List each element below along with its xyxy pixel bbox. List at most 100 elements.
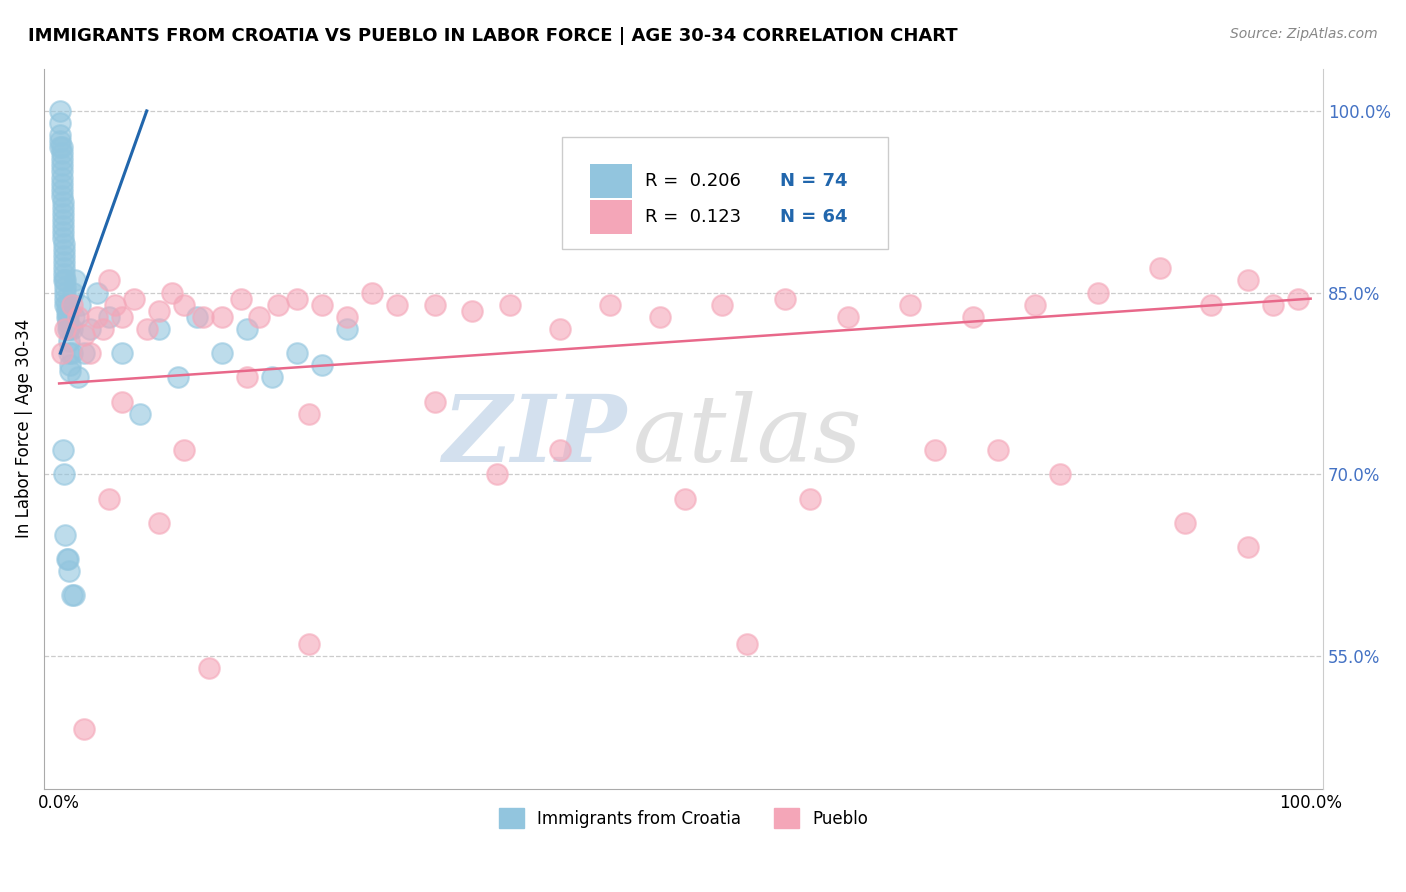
Pueblo — [173, 298, 195, 312]
Immigrants from Croatia — [51, 164, 73, 178]
Immigrants from Croatia — [49, 116, 72, 130]
Immigrants from Croatia — [62, 285, 84, 300]
Immigrants from Croatia — [52, 194, 75, 209]
Pueblo — [599, 298, 621, 312]
Bar — [591, 200, 633, 235]
Pueblo — [924, 443, 946, 458]
Immigrants from Croatia — [111, 346, 134, 360]
Pueblo — [122, 292, 145, 306]
Pueblo — [111, 394, 134, 409]
Text: ZIP: ZIP — [441, 391, 626, 481]
Immigrants from Croatia — [55, 552, 77, 566]
Immigrants from Croatia — [55, 285, 77, 300]
Pueblo — [336, 310, 359, 324]
Immigrants from Croatia — [63, 310, 86, 324]
Pueblo — [98, 273, 121, 287]
Immigrants from Croatia — [53, 244, 76, 258]
Pueblo — [91, 322, 114, 336]
Immigrants from Croatia — [56, 552, 79, 566]
Immigrants from Croatia — [55, 292, 77, 306]
Pueblo — [148, 303, 170, 318]
Immigrants from Croatia — [53, 249, 76, 263]
Immigrants from Croatia — [52, 443, 75, 458]
Pueblo — [423, 394, 446, 409]
Immigrants from Croatia — [49, 128, 72, 143]
Pueblo — [66, 310, 89, 324]
Pueblo — [160, 285, 183, 300]
Immigrants from Croatia — [186, 310, 208, 324]
Pueblo — [148, 516, 170, 530]
Immigrants from Croatia — [79, 322, 101, 336]
Pueblo — [385, 298, 408, 312]
Pueblo — [987, 443, 1010, 458]
Text: R =  0.206: R = 0.206 — [645, 172, 741, 190]
Immigrants from Croatia — [59, 359, 82, 373]
Immigrants from Croatia — [53, 255, 76, 269]
Pueblo — [799, 491, 821, 506]
Immigrants from Croatia — [69, 298, 91, 312]
Immigrants from Croatia — [285, 346, 308, 360]
Immigrants from Croatia — [98, 310, 121, 324]
Immigrants from Croatia — [211, 346, 233, 360]
Immigrants from Croatia — [51, 170, 73, 185]
Immigrants from Croatia — [53, 273, 76, 287]
Immigrants from Croatia — [51, 146, 73, 161]
Immigrants from Croatia — [49, 134, 72, 148]
Text: IMMIGRANTS FROM CROATIA VS PUEBLO IN LABOR FORCE | AGE 30-34 CORRELATION CHART: IMMIGRANTS FROM CROATIA VS PUEBLO IN LAB… — [28, 27, 957, 45]
Immigrants from Croatia — [52, 225, 75, 239]
Pueblo — [486, 467, 509, 482]
Immigrants from Croatia — [55, 298, 77, 312]
Pueblo — [1149, 261, 1171, 276]
Pueblo — [285, 292, 308, 306]
Bar — [591, 164, 633, 198]
Immigrants from Croatia — [51, 153, 73, 167]
Immigrants from Croatia — [58, 334, 80, 348]
Pueblo — [51, 346, 73, 360]
Immigrants from Croatia — [52, 231, 75, 245]
Immigrants from Croatia — [56, 322, 79, 336]
Text: N = 64: N = 64 — [779, 208, 846, 227]
Pueblo — [267, 298, 290, 312]
Pueblo — [548, 443, 571, 458]
Pueblo — [247, 310, 270, 324]
Pueblo — [236, 370, 259, 384]
Immigrants from Croatia — [56, 310, 79, 324]
Pueblo — [98, 491, 121, 506]
Immigrants from Croatia — [52, 207, 75, 221]
Pueblo — [548, 322, 571, 336]
Pueblo — [111, 310, 134, 324]
Pueblo — [1024, 298, 1046, 312]
Pueblo — [1199, 298, 1222, 312]
Immigrants from Croatia — [236, 322, 259, 336]
Pueblo — [773, 292, 796, 306]
Pueblo — [423, 298, 446, 312]
Pueblo — [104, 298, 127, 312]
Pueblo — [673, 491, 696, 506]
Immigrants from Croatia — [260, 370, 283, 384]
Immigrants from Croatia — [55, 310, 77, 324]
FancyBboxPatch shape — [562, 137, 889, 249]
Immigrants from Croatia — [55, 303, 77, 318]
Immigrants from Croatia — [66, 370, 89, 384]
Immigrants from Croatia — [51, 140, 73, 154]
Immigrants from Croatia — [58, 322, 80, 336]
Pueblo — [73, 328, 96, 343]
Pueblo — [461, 303, 484, 318]
Pueblo — [837, 310, 859, 324]
Pueblo — [898, 298, 921, 312]
Immigrants from Croatia — [56, 316, 79, 330]
Immigrants from Croatia — [60, 346, 83, 360]
Pueblo — [1286, 292, 1309, 306]
Pueblo — [73, 722, 96, 736]
Pueblo — [135, 322, 157, 336]
Immigrants from Croatia — [53, 467, 76, 482]
Pueblo — [498, 298, 520, 312]
Pueblo — [298, 637, 321, 651]
Immigrants from Croatia — [129, 407, 152, 421]
Immigrants from Croatia — [51, 188, 73, 202]
Pueblo — [1261, 298, 1284, 312]
Pueblo — [1237, 540, 1260, 554]
Immigrants from Croatia — [58, 564, 80, 578]
Immigrants from Croatia — [51, 183, 73, 197]
Pueblo — [361, 285, 384, 300]
